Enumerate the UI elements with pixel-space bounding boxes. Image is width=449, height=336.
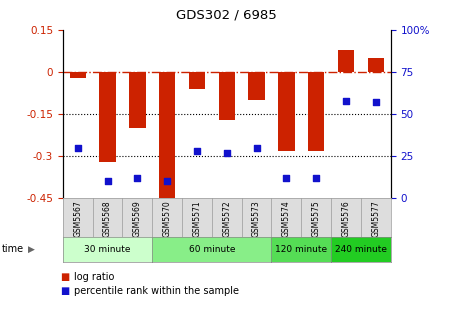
Point (163, 179, 171, 184)
Text: GSM5568: GSM5568 (103, 200, 112, 237)
Point (253, 145, 260, 151)
Text: GSM5572: GSM5572 (222, 200, 231, 237)
Text: 30 minute: 30 minute (84, 245, 131, 254)
Point (283, 175, 290, 181)
Bar (70, 72, 86, 78)
Point (194, 149, 201, 154)
Text: GSM5567: GSM5567 (73, 200, 82, 237)
Text: GSM5577: GSM5577 (371, 200, 380, 237)
Point (342, 98, 349, 103)
Text: 240 minute: 240 minute (335, 245, 387, 254)
Text: ▶: ▶ (28, 245, 35, 254)
Point (223, 150, 230, 156)
Text: GDS302 / 6985: GDS302 / 6985 (176, 9, 277, 22)
Text: GSM5574: GSM5574 (282, 200, 291, 237)
Text: GSM5576: GSM5576 (341, 200, 350, 237)
Text: ■: ■ (61, 272, 70, 282)
Bar (219, 72, 235, 120)
Bar (278, 72, 295, 151)
Text: log ratio: log ratio (74, 272, 114, 282)
Text: GSM5570: GSM5570 (163, 200, 172, 237)
Text: 60 minute: 60 minute (189, 245, 235, 254)
Text: GSM5571: GSM5571 (193, 200, 202, 237)
Point (372, 100, 379, 105)
Point (134, 175, 141, 181)
Point (104, 179, 111, 184)
Bar (338, 50, 354, 72)
Text: time: time (2, 245, 24, 254)
Bar (368, 58, 384, 72)
Text: GSM5569: GSM5569 (133, 200, 142, 237)
Text: percentile rank within the sample: percentile rank within the sample (74, 286, 239, 296)
Text: ■: ■ (61, 286, 70, 296)
Bar (189, 72, 205, 89)
Text: 120 minute: 120 minute (275, 245, 327, 254)
Bar (308, 72, 324, 151)
Text: GSM5575: GSM5575 (312, 200, 321, 237)
Bar (159, 72, 176, 201)
Bar (129, 72, 145, 128)
Bar (99, 72, 116, 162)
Text: GSM5573: GSM5573 (252, 200, 261, 237)
Point (313, 175, 320, 181)
Point (74, 145, 81, 151)
Bar (248, 72, 265, 100)
